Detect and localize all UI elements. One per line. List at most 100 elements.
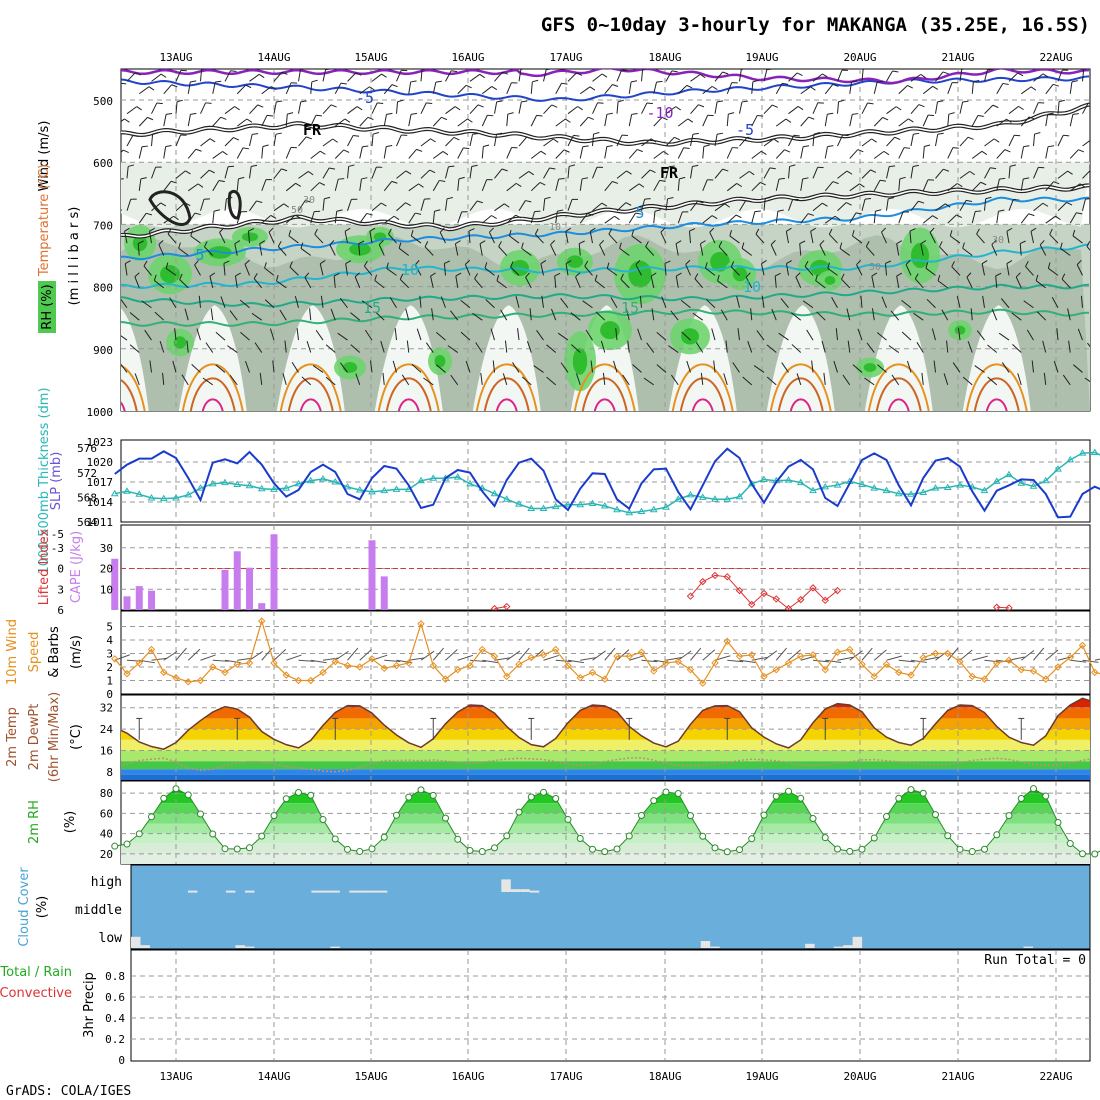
slp-tick: 1020 — [87, 456, 114, 469]
cape-bar — [258, 603, 266, 610]
high-cloud-bar — [187, 890, 198, 893]
thickness-point — [453, 473, 462, 480]
wind-speed-point — [552, 645, 560, 654]
thickness-point — [662, 503, 670, 510]
wind-unit: (m/s) — [69, 635, 84, 669]
cape-axis: 10 20 30 — [100, 542, 113, 597]
wind-label-a: 10m Wind — [5, 619, 20, 685]
slp-axis: 1011 1014 1017 1020 1023 — [87, 436, 114, 529]
rh-point — [674, 790, 682, 798]
rh-point — [393, 811, 400, 819]
rh-point — [1079, 850, 1086, 858]
thickness-point — [331, 478, 340, 485]
rh-point — [466, 847, 474, 855]
pressure-tick: 800 — [93, 282, 113, 295]
low-cloud-bar — [700, 941, 711, 948]
wind-speed-point — [772, 665, 780, 674]
low-cloud-bar — [1023, 946, 1034, 948]
thickness-point — [123, 487, 131, 494]
contour-label: 50 — [291, 205, 303, 216]
rh-line — [111, 785, 1100, 858]
slp-tick: 1014 — [87, 496, 114, 509]
wind-speed-point — [294, 676, 303, 685]
high-cloud-bar — [510, 889, 521, 892]
footer-credit: GrADS: COLA/IGES — [6, 1084, 131, 1099]
rh-point — [601, 848, 609, 856]
rh-point — [197, 810, 204, 818]
contour-label: 10 — [401, 261, 419, 279]
lifted-index-point — [993, 603, 1001, 611]
bottom-date-label: 13AUG — [159, 1070, 192, 1083]
cloud-label: Cloud Cover — [17, 867, 32, 947]
lifted-index-axis: -5-3 0 3 6 — [51, 528, 64, 617]
wind-barbs — [121, 69, 1090, 386]
top-date-label: 19AUG — [745, 51, 778, 64]
rh-point — [919, 789, 927, 797]
rh-point — [821, 834, 829, 842]
contour-label: 15 — [621, 299, 639, 317]
cape-bar — [270, 534, 278, 610]
thickness-point — [527, 504, 536, 511]
wind-speed-point — [895, 668, 903, 677]
thickness-point — [319, 474, 327, 482]
rh-tick: 80 — [100, 787, 113, 800]
cloud-unit: (%) — [35, 896, 50, 919]
wind-speed-point — [637, 648, 646, 656]
wind-speed-point — [184, 678, 192, 686]
thickness-point — [919, 488, 928, 495]
precip-tick: 0.2 — [105, 1033, 125, 1046]
top-date-label: 13AUG — [159, 51, 192, 64]
rh-point — [993, 831, 1001, 839]
thickness-point — [306, 476, 315, 484]
rh-point — [907, 786, 915, 794]
high-cloud-bar — [529, 890, 540, 893]
rh-point — [135, 830, 143, 838]
wind-speed-point — [1091, 668, 1099, 677]
wind-speed-point — [343, 661, 352, 670]
bottom-date-label: 20AUG — [843, 1070, 876, 1083]
wind-speed-point — [919, 653, 927, 662]
wind-tick: 0 — [106, 688, 113, 701]
rh-point — [650, 797, 658, 805]
temperature-lines — [121, 697, 1090, 773]
rh-point — [491, 844, 498, 852]
thickness-point — [490, 489, 499, 497]
rh-point — [809, 815, 817, 823]
rh-point — [981, 845, 988, 853]
rh-point — [883, 813, 890, 821]
wind-tick: 3 — [106, 648, 113, 661]
pressure-tick: 1000 — [87, 406, 114, 419]
low-cloud-bar — [244, 946, 255, 948]
rh-point — [1091, 850, 1099, 858]
high-cloud-bar — [501, 879, 511, 892]
rh-point — [968, 848, 976, 856]
thickness-tick: 576 — [77, 442, 97, 455]
upper-temp-label: Temperature (°C) — [37, 164, 52, 277]
lifted-index-label: Lifted Index — [37, 528, 52, 605]
rh-point — [956, 845, 964, 853]
lifted-index-point — [748, 600, 756, 609]
rh-point — [748, 835, 756, 843]
rh-point — [368, 845, 376, 853]
wind-speed-point — [882, 660, 891, 669]
wind-speed-point — [282, 671, 290, 679]
run-total: Run Total = 0 — [984, 953, 1086, 968]
thickness-point — [368, 487, 376, 495]
rh-point — [221, 845, 229, 853]
high-cloud-bar — [349, 890, 359, 893]
wind-speed-point — [368, 655, 376, 663]
thickness-point — [1041, 476, 1050, 484]
thickness-point — [649, 505, 658, 513]
low-cloud-bar — [131, 936, 141, 948]
thickness-point — [600, 502, 609, 509]
thickness-point — [282, 484, 291, 491]
high-cloud-bar — [244, 890, 255, 893]
low-cloud-bar — [843, 945, 853, 948]
contour-label: 30 — [992, 235, 1004, 246]
cape-tick: 30 — [100, 542, 113, 555]
bottom-date-label: 18AUG — [648, 1070, 681, 1083]
high-cloud-bar — [311, 890, 321, 893]
wind-speed-point — [821, 665, 829, 674]
